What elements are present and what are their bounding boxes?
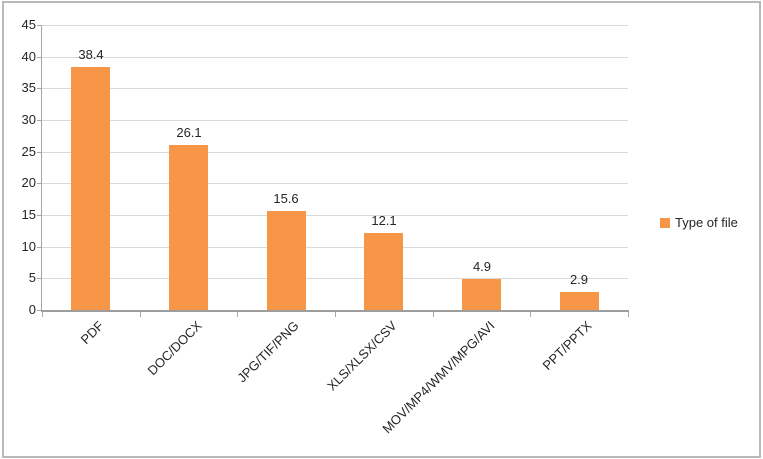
x-axis-line — [41, 310, 629, 312]
y-axis-tick — [37, 310, 42, 311]
bar — [71, 67, 110, 310]
y-axis-tick — [37, 278, 42, 279]
gridline — [42, 25, 628, 26]
y-axis-tick — [37, 57, 42, 58]
x-tick-label-text: JPG/TIF/PNG — [234, 318, 302, 386]
y-tick-label: 40 — [21, 49, 36, 64]
y-tick-label: 30 — [21, 112, 36, 127]
x-axis-tick — [335, 312, 336, 317]
gridline — [42, 278, 628, 279]
bar-value-label: 4.9 — [472, 259, 492, 274]
y-axis-tick — [37, 152, 42, 153]
x-tick-label-text: DOC/DOCX — [144, 318, 205, 379]
x-axis-tick — [140, 312, 141, 317]
x-axis-tick — [42, 312, 43, 317]
legend-label: Type of file — [675, 215, 738, 230]
y-tick-label: 35 — [21, 80, 36, 95]
gridline — [42, 88, 628, 89]
bar — [267, 211, 306, 310]
gridline — [42, 152, 628, 153]
x-tick-label-text: MOV/MP4/WMV/MPG/AVI — [379, 318, 498, 437]
y-tick-label: 15 — [21, 207, 36, 222]
legend-swatch — [660, 218, 670, 228]
bar — [462, 279, 501, 310]
bar — [169, 145, 208, 310]
bar — [364, 233, 403, 310]
gridline — [42, 247, 628, 248]
x-tick-label-text: XLS/XLSX/CSV — [324, 318, 400, 394]
y-axis-tick — [37, 215, 42, 216]
y-tick-label: 5 — [28, 270, 36, 285]
y-axis-tick — [37, 183, 42, 184]
gridline — [42, 215, 628, 216]
y-tick-label: 10 — [21, 239, 36, 254]
bar-value-label: 15.6 — [273, 191, 299, 206]
y-axis-tick — [37, 25, 42, 26]
gridline — [42, 183, 628, 184]
x-tick-label-text: PDF — [77, 318, 107, 347]
gridline — [42, 57, 628, 58]
x-axis-tick — [530, 312, 531, 317]
y-axis-tick — [37, 247, 42, 248]
y-axis-tick — [37, 88, 42, 89]
bar — [560, 292, 599, 310]
y-axis-line — [41, 25, 42, 312]
y-tick-label: 0 — [28, 302, 36, 317]
x-axis-tick — [237, 312, 238, 317]
bar-value-label: 26.1 — [176, 125, 202, 140]
y-tick-label: 25 — [21, 144, 36, 159]
y-axis-tick — [37, 120, 42, 121]
x-axis-tick — [433, 312, 434, 317]
bar-value-label: 12.1 — [371, 213, 397, 228]
x-tick-label-text: PPT/PPTX — [539, 318, 595, 374]
bar-value-label: 38.4 — [78, 47, 104, 62]
legend: Type of file — [660, 216, 738, 230]
bar-value-label: 2.9 — [569, 272, 589, 287]
y-tick-label: 20 — [21, 175, 36, 190]
x-axis-tick — [628, 312, 629, 317]
y-tick-label: 45 — [21, 17, 36, 32]
gridline — [42, 120, 628, 121]
